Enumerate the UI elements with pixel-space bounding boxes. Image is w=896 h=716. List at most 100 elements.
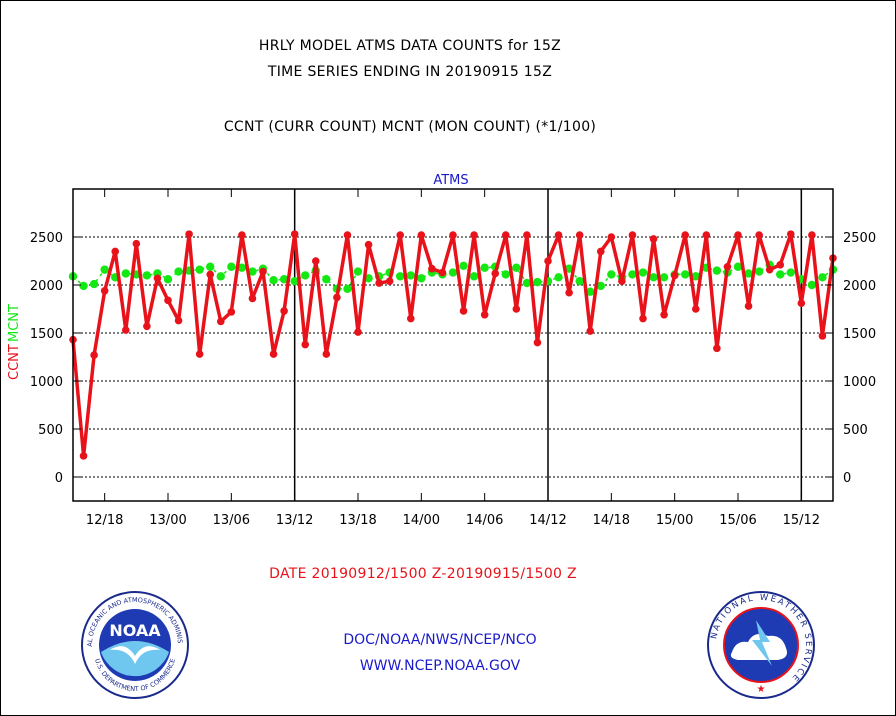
x-tick-label: 15/06 (719, 513, 756, 528)
data-point-mcnt (512, 263, 521, 272)
data-point-ccnt (808, 231, 816, 239)
x-tick-label: 13/18 (339, 513, 376, 528)
data-point-ccnt (90, 351, 98, 359)
data-point-mcnt (480, 263, 489, 272)
data-point-mcnt (638, 268, 648, 277)
data-point-ccnt (111, 247, 120, 256)
y-tick-label-left: 2000 (30, 279, 63, 294)
data-point-mcnt (353, 267, 363, 276)
nws-logo: NATIONAL WEATHER SERVICE ★ (707, 591, 815, 699)
noaa-logo: NOAA NATIONAL OCEANIC AND ATMOSPHERIC AD… (80, 590, 189, 699)
data-point-ccnt (280, 307, 288, 315)
data-point-mcnt (522, 278, 532, 288)
data-point-ccnt (501, 231, 510, 239)
data-point-mcnt (142, 271, 152, 280)
data-point-mcnt (533, 277, 542, 287)
data-point-mcnt (554, 273, 563, 282)
data-point-ccnt (649, 235, 658, 243)
data-point-ccnt (195, 350, 204, 358)
data-point-mcnt (227, 262, 236, 271)
data-point-mcnt (396, 272, 405, 281)
data-point-mcnt (681, 270, 690, 279)
data-point-ccnt (533, 338, 542, 347)
data-point-mcnt (100, 265, 109, 274)
data-point-ccnt (670, 271, 679, 280)
data-point-ccnt (512, 305, 521, 313)
y-tick-label-right: 1000 (843, 375, 876, 390)
y-tick-label-left: 500 (38, 423, 63, 438)
data-point-ccnt (417, 231, 426, 239)
x-tick-label: 12/18 (86, 513, 123, 528)
data-point-ccnt (259, 267, 267, 276)
data-point-mcnt (322, 275, 331, 284)
data-point-mcnt (469, 272, 479, 281)
data-point-mcnt (195, 265, 204, 274)
data-point-ccnt (121, 326, 130, 334)
chart-title-line1: HRLY MODEL ATMS DATA COUNTS for 15Z (258, 38, 562, 54)
data-point-mcnt (163, 275, 173, 284)
data-point-mcnt (659, 273, 669, 282)
x-tick-label: 14/00 (403, 513, 440, 528)
footer-website[interactable]: WWW.NCEP.NOAA.GOV (359, 658, 521, 674)
footer-agency: DOC/NOAA/NWS/NCEP/NCO (343, 632, 537, 648)
data-point-ccnt (755, 231, 763, 239)
data-point-ccnt (269, 350, 278, 358)
y-tick-label-left: 0 (55, 471, 63, 486)
data-point-mcnt (607, 270, 616, 279)
x-tick-label: 13/06 (213, 513, 250, 528)
x-tick-label: 13/12 (276, 513, 313, 528)
data-point-ccnt (639, 314, 647, 323)
data-point-ccnt (248, 294, 257, 303)
data-point-ccnt (375, 279, 383, 287)
data-point-ccnt (185, 230, 193, 238)
data-point-ccnt (575, 231, 584, 239)
data-point-ccnt (364, 240, 373, 249)
data-point-ccnt (322, 350, 331, 358)
date-range: DATE 20190912/1500 Z-20190915/1500 Z (269, 566, 577, 582)
data-point-ccnt (396, 231, 405, 239)
plot-label: ATMS (433, 173, 468, 188)
data-point-ccnt (491, 269, 500, 278)
data-point-ccnt (660, 310, 668, 319)
y-tick-label-left: 2500 (30, 231, 63, 246)
data-point-mcnt (744, 269, 753, 278)
data-point-mcnt (754, 267, 764, 276)
y-tick-label-right: 1500 (843, 327, 876, 342)
data-point-mcnt (89, 279, 99, 289)
ylabel-mcnt: MCNT (7, 304, 22, 342)
data-point-ccnt (797, 299, 806, 308)
data-point-ccnt (385, 277, 394, 285)
data-point-mcnt (807, 280, 817, 290)
y-tick-label-right: 2500 (843, 231, 876, 246)
data-point-mcnt (216, 272, 225, 281)
y-tick-label-right: 500 (843, 423, 868, 438)
data-point-ccnt (449, 231, 457, 239)
x-tick-label: 14/12 (529, 513, 566, 528)
data-point-ccnt (428, 264, 436, 273)
data-point-mcnt (417, 274, 426, 283)
data-point-mcnt (712, 266, 722, 275)
data-point-mcnt (733, 262, 743, 271)
data-point-ccnt (174, 316, 183, 325)
data-point-mcnt (596, 281, 605, 291)
chart-title-line2: TIME SERIES ENDING IN 20190915 15Z (267, 64, 553, 80)
data-point-mcnt (649, 273, 658, 282)
data-point-ccnt (554, 231, 563, 239)
data-point-ccnt (681, 231, 690, 239)
tick-layer: 0 0 500 500 1000 1000 1500 1500 2000 2000 2500 2500… (30, 189, 876, 528)
data-point-mcnt (691, 272, 700, 281)
data-point-mcnt (501, 270, 510, 279)
noaa-logo-text: NOAA (109, 621, 161, 640)
data-point-ccnt (143, 322, 151, 331)
data-point-mcnt (818, 273, 827, 282)
data-point-mcnt (248, 267, 257, 276)
data-point-ccnt (470, 231, 478, 239)
data-point-mcnt (343, 284, 352, 294)
data-point-ccnt (480, 310, 489, 319)
data-point-ccnt (406, 314, 415, 323)
data-point-mcnt (448, 268, 458, 277)
y-tick-label-right: 0 (843, 471, 851, 486)
data-point-mcnt (786, 268, 795, 277)
grid-layer (73, 189, 833, 501)
